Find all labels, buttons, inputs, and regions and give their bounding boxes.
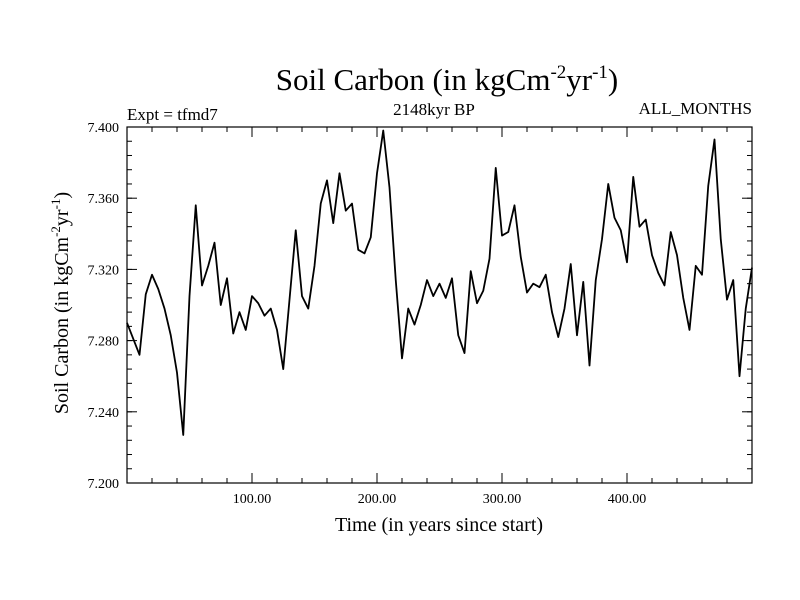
axis-tick-labels: 100.00 200.00 300.00 400.00 7.200 7.240 7.280 7… <box>88 121 647 507</box>
x-tick-label: 200.00 <box>358 492 397 507</box>
chart-title: Soil Carbon (in kgCm-2yr-1) <box>276 62 619 97</box>
period-label: 2148kyr BP <box>393 100 475 119</box>
y-tick-label: 7.400 <box>88 121 120 136</box>
x-tick-label: 400.00 <box>608 492 647 507</box>
y-tick-label: 7.240 <box>88 406 120 421</box>
x-tick-label: 300.00 <box>483 492 522 507</box>
y-tick-label: 7.360 <box>88 192 120 207</box>
x-axis-label: Time (in years since start) <box>335 514 543 536</box>
x-tick-label: 100.00 <box>233 492 272 507</box>
y-tick-label: 7.280 <box>88 335 120 350</box>
y-tick-label: 7.200 <box>88 477 120 492</box>
y-tick-label: 7.320 <box>88 263 120 278</box>
soil-carbon-line <box>126 129 753 436</box>
months-label: ALL_MONTHS <box>639 99 752 118</box>
plot-frame <box>126 126 753 484</box>
experiment-label: Expt = tfmd7 <box>127 105 218 124</box>
y-axis-label: Soil Carbon (in kgCm-2yr-1) <box>48 192 73 414</box>
